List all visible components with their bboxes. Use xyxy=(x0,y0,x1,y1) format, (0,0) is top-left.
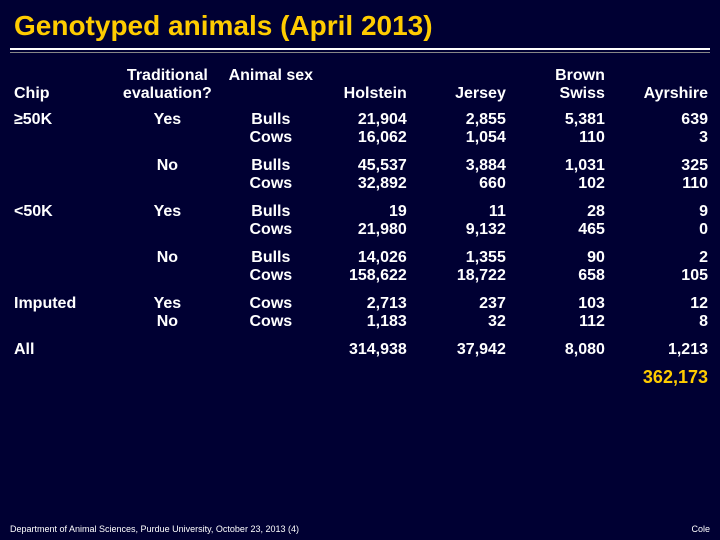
cell-holstein: 19 xyxy=(314,193,413,221)
table-row: Cows 158,622 18,722 658 105 xyxy=(10,267,710,285)
cell-sex: Bulls xyxy=(228,239,314,267)
table-row: No Bulls 45,537 3,884 1,031 325 xyxy=(10,147,710,175)
cell-brownswiss: 28 xyxy=(512,193,611,221)
cell-holstein: 32,892 xyxy=(314,175,413,193)
cell-sex: Cows xyxy=(228,267,314,285)
cell-jersey: 237 xyxy=(413,285,512,313)
cell-holstein: 14,026 xyxy=(314,239,413,267)
divider-top xyxy=(10,48,710,50)
header-sex: Animal sex xyxy=(228,67,314,109)
header-row: Chip Traditional evaluation? Animal sex … xyxy=(10,67,710,109)
cell-holstein: 21,904 xyxy=(314,109,413,129)
table-row: Cows 16,062 1,054 110 3 xyxy=(10,129,710,147)
cell-ayrshire: 105 xyxy=(611,267,710,285)
cell-jersey: 11 xyxy=(413,193,512,221)
table-row: ≥50K Yes Bulls 21,904 2,855 5,381 639 xyxy=(10,109,710,129)
cell-sex: Cows xyxy=(228,175,314,193)
header-trad: Traditional evaluation? xyxy=(107,67,228,109)
cell-sex: Bulls xyxy=(228,147,314,175)
cell-sex: Bulls xyxy=(228,109,314,129)
cell-holstein: 21,980 xyxy=(314,221,413,239)
cell-sex: Cows xyxy=(228,285,314,313)
cell-brownswiss: 110 xyxy=(512,129,611,147)
cell-jersey: 1,355 xyxy=(413,239,512,267)
cell-ayrshire: 110 xyxy=(611,175,710,193)
cell-trad: Yes xyxy=(107,109,228,129)
cell-holstein: 2,713 xyxy=(314,285,413,313)
cell-trad: Yes xyxy=(107,193,228,221)
cell-jersey: 32 xyxy=(413,313,512,331)
cell-jersey: 1,054 xyxy=(413,129,512,147)
table-row: No Cows 1,183 32 112 8 xyxy=(10,313,710,331)
data-table: Chip Traditional evaluation? Animal sex … xyxy=(10,67,710,359)
cell-trad: No xyxy=(107,147,228,175)
cell-brownswiss: 103 xyxy=(512,285,611,313)
cell-ayrshire: 9 xyxy=(611,193,710,221)
cell-brownswiss: 465 xyxy=(512,221,611,239)
cell-sex: Cows xyxy=(228,221,314,239)
cell-ayrshire: 1,213 xyxy=(611,331,710,359)
cell-ayrshire: 639 xyxy=(611,109,710,129)
divider-bottom xyxy=(10,52,710,53)
cell-holstein: 1,183 xyxy=(314,313,413,331)
cell-ayrshire: 0 xyxy=(611,221,710,239)
cell-holstein: 314,938 xyxy=(314,331,413,359)
slide-title: Genotyped animals (April 2013) xyxy=(0,0,720,48)
header-chip: Chip xyxy=(10,67,107,109)
cell-ayrshire: 325 xyxy=(611,147,710,175)
table-row: No Bulls 14,026 1,355 90 2 xyxy=(10,239,710,267)
cell-brownswiss: 5,381 xyxy=(512,109,611,129)
table-row: All 314,938 37,942 8,080 1,213 xyxy=(10,331,710,359)
footer: Department of Animal Sciences, Purdue Un… xyxy=(10,524,710,534)
table-row: <50K Yes Bulls 19 11 28 9 xyxy=(10,193,710,221)
cell-trad: No xyxy=(107,239,228,267)
cell-jersey: 37,942 xyxy=(413,331,512,359)
cell-chip: All xyxy=(10,331,107,359)
table-row: Cows 21,980 9,132 465 0 xyxy=(10,221,710,239)
cell-jersey: 2,855 xyxy=(413,109,512,129)
table-row: Cows 32,892 660 102 110 xyxy=(10,175,710,193)
cell-holstein: 158,622 xyxy=(314,267,413,285)
cell-holstein: 45,537 xyxy=(314,147,413,175)
cell-chip: <50K xyxy=(10,193,107,221)
cell-chip: Imputed xyxy=(10,285,107,313)
cell-jersey: 3,884 xyxy=(413,147,512,175)
cell-ayrshire: 8 xyxy=(611,313,710,331)
cell-trad: No xyxy=(107,313,228,331)
cell-ayrshire: 2 xyxy=(611,239,710,267)
cell-jersey: 18,722 xyxy=(413,267,512,285)
cell-sex: Cows xyxy=(228,129,314,147)
cell-brownswiss: 1,031 xyxy=(512,147,611,175)
header-ayrshire: Ayrshire xyxy=(611,67,710,109)
cell-ayrshire: 3 xyxy=(611,129,710,147)
cell-trad: Yes xyxy=(107,285,228,313)
cell-brownswiss: 658 xyxy=(512,267,611,285)
cell-brownswiss: 90 xyxy=(512,239,611,267)
header-brownswiss-l1: Brown xyxy=(555,67,605,84)
grand-total: 362,173 xyxy=(0,359,720,388)
cell-brownswiss: 112 xyxy=(512,313,611,331)
cell-brownswiss: 8,080 xyxy=(512,331,611,359)
header-brownswiss: Brown Swiss xyxy=(512,67,611,109)
table-row: Imputed Yes Cows 2,713 237 103 12 xyxy=(10,285,710,313)
header-jersey: Jersey xyxy=(413,67,512,109)
cell-jersey: 9,132 xyxy=(413,221,512,239)
cell-holstein: 16,062 xyxy=(314,129,413,147)
cell-chip: ≥50K xyxy=(10,109,107,129)
cell-brownswiss: 102 xyxy=(512,175,611,193)
cell-ayrshire: 12 xyxy=(611,285,710,313)
cell-jersey: 660 xyxy=(413,175,512,193)
header-brownswiss-l2: Swiss xyxy=(560,85,605,102)
header-holstein: Holstein xyxy=(314,67,413,109)
footer-right: Cole xyxy=(691,524,710,534)
footer-left: Department of Animal Sciences, Purdue Un… xyxy=(10,524,299,534)
cell-sex: Cows xyxy=(228,313,314,331)
cell-sex: Bulls xyxy=(228,193,314,221)
